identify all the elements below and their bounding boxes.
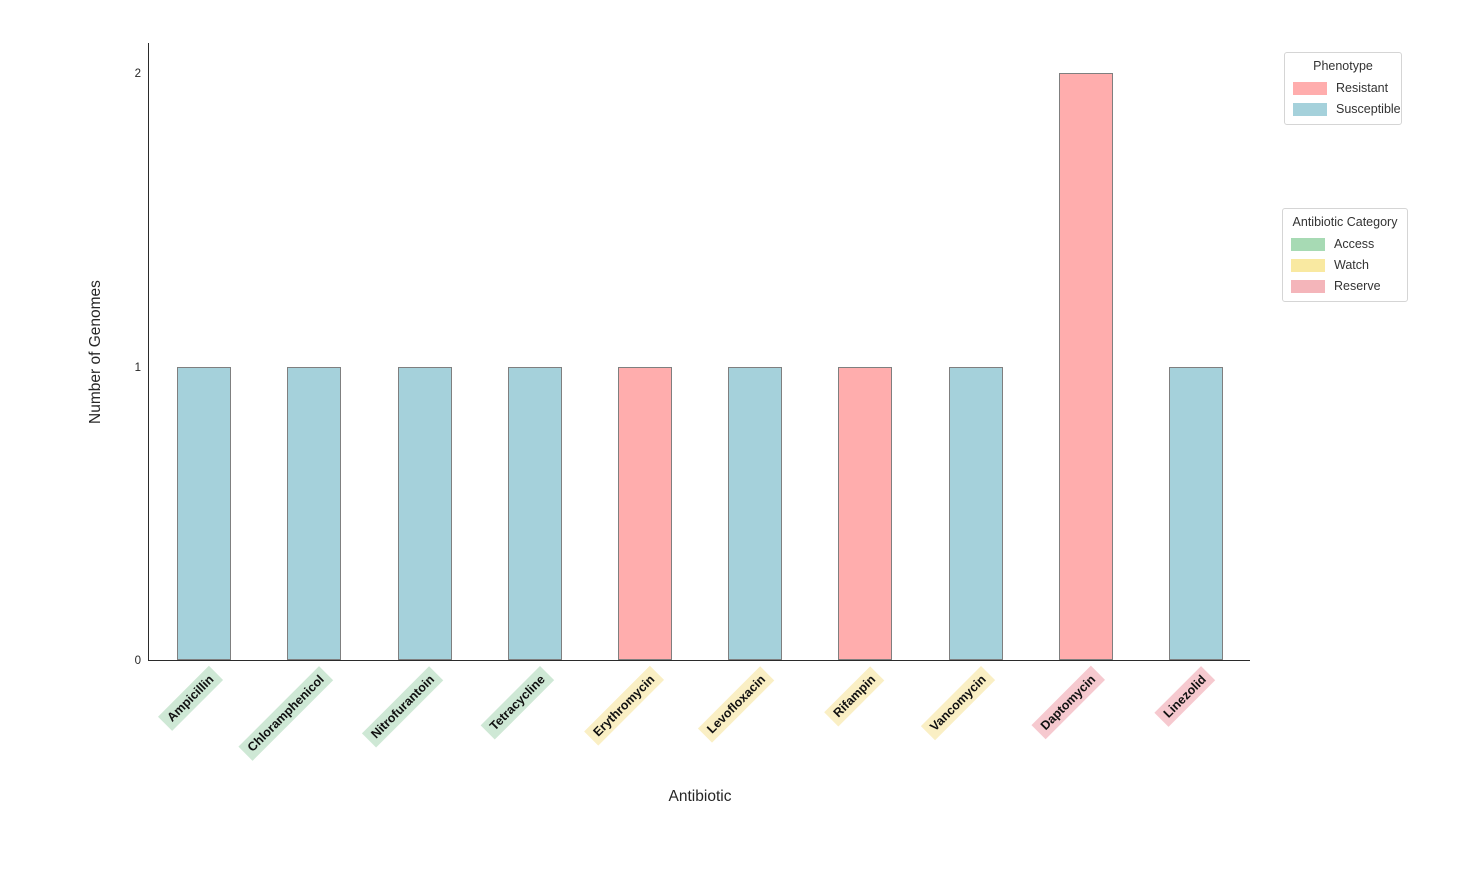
legend-category-title: Antibiotic Category	[1292, 215, 1398, 229]
legend-label-watch: Watch	[1334, 258, 1369, 272]
legend-item-resistant: Resistant	[1293, 80, 1393, 96]
y-tick-label-0: 0	[134, 655, 141, 667]
y-tick-label-2: 2	[134, 68, 141, 80]
x-tick-label-ampicillin: Ampicillin	[158, 666, 224, 731]
legend-label-susceptible: Susceptible	[1336, 102, 1401, 116]
x-tick-label-levofloxacin: Levofloxacin	[697, 666, 775, 743]
legend-phenotype: Phenotype Resistant Susceptible	[1284, 52, 1402, 125]
susceptible-color-swatch	[1293, 102, 1327, 116]
legend-antibiotic-category: Antibiotic Category Access Watch Reserve	[1282, 208, 1408, 302]
watch-color-swatch	[1291, 258, 1325, 272]
x-tick-label-erythromycin: Erythromycin	[584, 666, 665, 746]
bar-daptomycin	[1058, 73, 1113, 660]
reserve-color-swatch	[1291, 279, 1325, 293]
bar-chloramphenicol	[287, 366, 342, 660]
legend-phenotype-title: Phenotype	[1313, 59, 1373, 73]
x-axis-label: Antibiotic	[668, 788, 732, 805]
bar-tetracycline	[507, 366, 562, 660]
bar-erythromycin	[617, 366, 672, 660]
y-tick-label-1: 1	[134, 361, 141, 374]
legend-item-susceptible: Susceptible	[1293, 101, 1401, 117]
plot-area: Ampicillin Chloramphenicol Nitrofurantoin T…	[135, 43, 1250, 761]
bar-rifampin	[838, 366, 893, 660]
x-tick-label-chloramphenicol: Chloramphenicol	[238, 666, 334, 761]
resistant-color-swatch	[1293, 81, 1327, 95]
access-color-swatch	[1291, 237, 1325, 251]
legend-item-watch: Watch	[1291, 257, 1399, 273]
x-tick-label-rifampin: Rifampin	[824, 666, 885, 727]
x-tick-label-nitrofurantoin: Nitrofurantoin	[362, 666, 444, 748]
x-tick-label-linezolid: Linezolid	[1154, 666, 1216, 727]
bar-levofloxacin	[728, 366, 783, 660]
legend-label-resistant: Resistant	[1336, 81, 1389, 95]
bar-linezolid	[1168, 366, 1223, 660]
legend-label-reserve: Reserve	[1334, 279, 1381, 293]
x-tick-label-vancomycin: Vancomycin	[920, 666, 995, 741]
bar-nitrofurantoin	[397, 366, 452, 660]
y-axis-label: Number of Genomes	[87, 280, 104, 424]
legend-item-access: Access	[1291, 236, 1399, 252]
x-tick-label-tetracycline: Tetracycline	[480, 666, 554, 740]
x-tick-label-daptomycin: Daptomycin	[1031, 666, 1105, 740]
bar-vancomycin	[948, 366, 1003, 660]
bar-ampicillin	[177, 366, 232, 660]
legend-label-access: Access	[1334, 237, 1375, 251]
legend-item-reserve: Reserve	[1291, 278, 1399, 294]
